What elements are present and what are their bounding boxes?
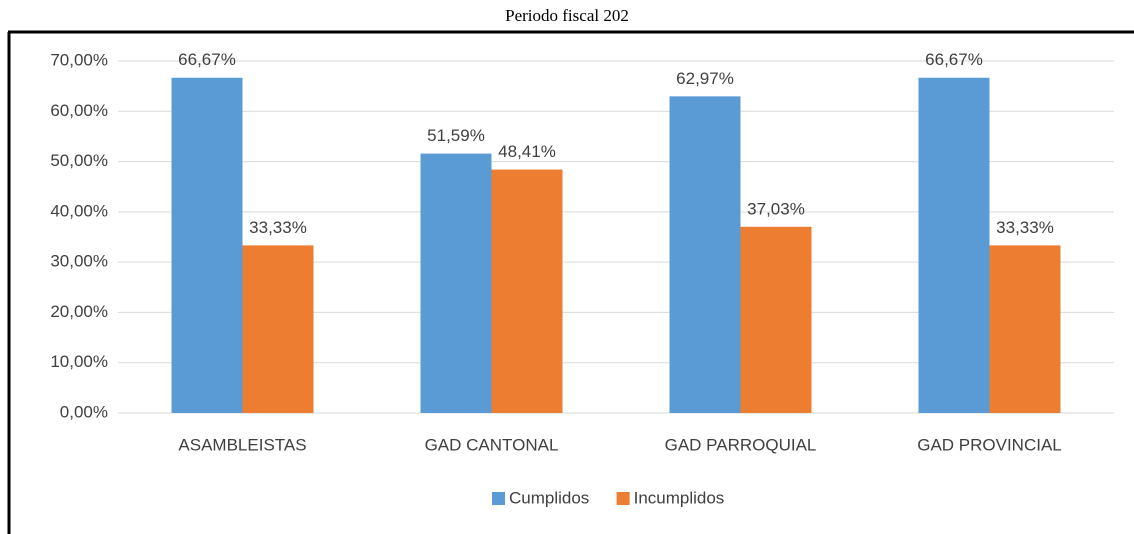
bar [740,226,812,413]
bar [669,96,741,413]
y-tick-label: 70,00% [50,50,108,69]
y-tick-label: 60,00% [50,101,108,120]
chart-title: Periodo fiscal 202 [505,6,629,25]
y-tick-label: 0,00% [60,402,108,421]
y-tick-label: 10,00% [50,352,108,371]
legend-label: Cumplidos [509,488,589,507]
value-label: 33,33% [249,218,307,237]
value-label: 62,97% [676,69,734,88]
x-tick-label: GAD PARROQUIAL [665,435,817,454]
value-label: 33,33% [996,218,1054,237]
value-label: 51,59% [427,126,485,145]
legend-swatch [492,492,505,505]
bar [242,245,314,413]
value-label: 48,41% [498,142,556,161]
y-tick-label: 20,00% [50,302,108,321]
x-tick-label: GAD CANTONAL [425,435,559,454]
y-tick-label: 40,00% [50,201,108,220]
bar [918,77,990,413]
y-tick-label: 50,00% [50,151,108,170]
value-label: 66,67% [178,50,236,69]
legend-label: Incumplidos [634,488,725,507]
x-tick-label: ASAMBLEISTAS [178,435,306,454]
y-tick-label: 30,00% [50,252,108,271]
value-label: 66,67% [925,50,983,69]
x-tick-label: GAD PROVINCIAL [917,435,1062,454]
bar [491,169,563,413]
value-label: 37,03% [747,199,805,218]
bar [420,153,492,414]
bar [171,77,243,413]
bar [989,245,1061,413]
legend-swatch [616,492,630,505]
